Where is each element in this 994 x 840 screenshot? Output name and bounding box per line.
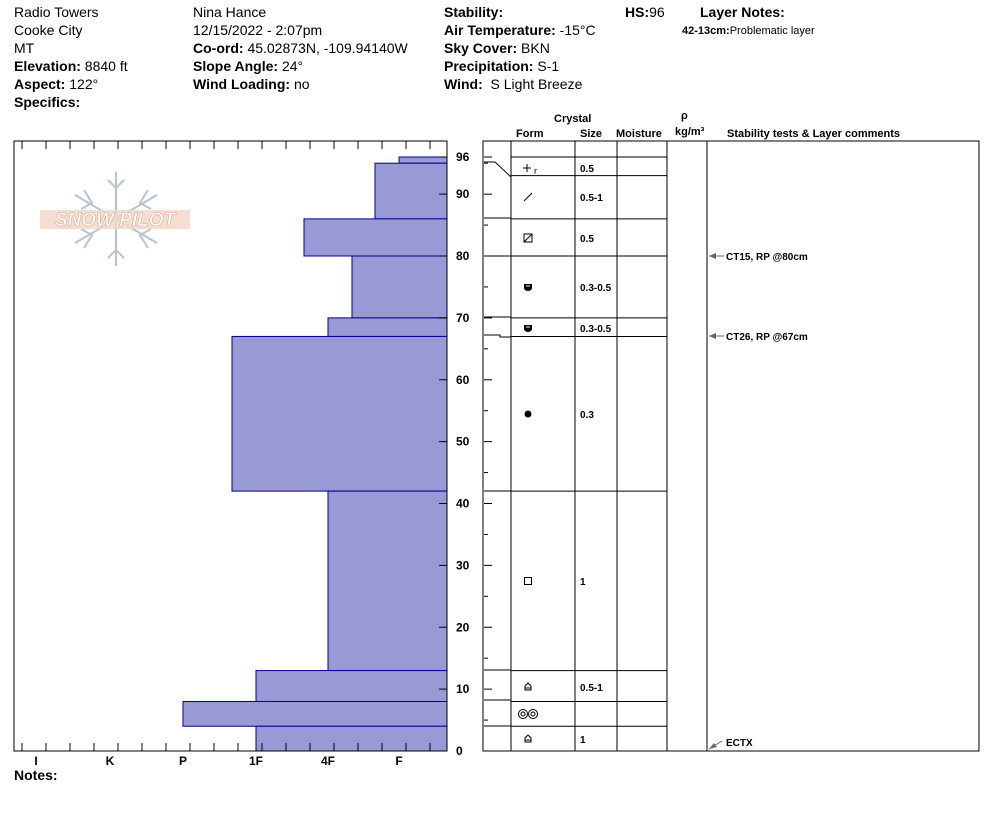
depth-tick-label: 96 (456, 150, 470, 164)
hardness-bar (327, 317, 448, 337)
hardness-tick-label: F (395, 754, 402, 768)
coordinates: Co-ord: 45.02873N, -109.94140W (193, 40, 408, 56)
crystal-form-icon (524, 577, 532, 585)
hardness-bar (255, 670, 448, 702)
stability-test-label: CT15, RP @80cm (726, 252, 808, 263)
specifics-label: Specifics: (14, 94, 81, 110)
density-unit-header: kg/m³ (675, 126, 705, 138)
crystal-form-icon: r (523, 164, 537, 176)
crystal-size-label: 0.3 (580, 410, 594, 421)
crystal-size-label: 0.5-1 (580, 683, 603, 694)
crystal-form-r: r (534, 166, 537, 176)
observer: Nina Hance (193, 4, 267, 20)
location-name: Radio Towers (14, 4, 99, 20)
hardness-plot-frame (13, 140, 448, 752)
notes-label: Notes: (14, 767, 58, 783)
hardness-bar (231, 335, 448, 492)
crystal-form-icon (524, 410, 532, 418)
sky-cover: Sky Cover: BKN (444, 40, 550, 56)
aspect: Aspect: 122° (14, 76, 99, 92)
depth-tick-label: 60 (456, 373, 470, 387)
stability-test-label: CT26, RP @67cm (726, 332, 808, 343)
stability-header: Stability tests & Layer comments (727, 128, 901, 140)
depth-tick-label: 30 (456, 558, 470, 572)
hardness-tick-label: K (106, 754, 115, 768)
crystal-form-icon (524, 325, 532, 332)
hardness-tick-label: 1F (249, 754, 263, 768)
hardness-tick-label: P (179, 754, 187, 768)
depth-tick-label: 80 (456, 249, 470, 263)
crystal-size-label: 0.5 (580, 164, 594, 175)
crystal-size-label: 0.3-0.5 (580, 283, 612, 294)
depth-tick-label: 20 (456, 620, 470, 634)
elevation: Elevation: 8840 ft (14, 58, 128, 74)
hardness-bar (255, 725, 448, 752)
crystal-header: Crystal (554, 113, 592, 125)
hardness-bar (398, 156, 448, 164)
arrow-icon (709, 253, 716, 259)
stability-test-marker: CT26, RP @67cm (709, 332, 808, 343)
hardness-tick-label: 4F (321, 754, 335, 768)
arrow-icon (709, 333, 716, 339)
crystal-form-icon (524, 682, 532, 691)
layer-notes-label: Layer Notes: (700, 4, 785, 20)
stability-test-marker: CT15, RP @80cm (709, 252, 808, 263)
hardness-bar (351, 255, 448, 319)
layer-table-frame (482, 140, 980, 752)
crystal-size-label: 0.3-0.5 (580, 324, 612, 335)
crystal-form-icon (524, 284, 532, 291)
stability-test-marker: ECTX (708, 738, 753, 750)
wind: Wind: S Light Breeze (444, 76, 583, 92)
depth-tick-label: 10 (456, 682, 470, 696)
hardness-tick-label: I (34, 754, 37, 768)
snowpilot-logo: SNOW PILOT (40, 172, 190, 266)
air-temperature: Air Temperature: -15°C (444, 22, 596, 38)
hardness-bar (182, 701, 448, 727)
crystal-size-label: 0.5 (580, 234, 594, 245)
rho-header: ρ (681, 110, 688, 122)
logo-text: SNOW PILOT (55, 210, 177, 231)
depth-tick-label: 70 (456, 311, 470, 325)
crystal-size-label: 1 (580, 577, 586, 588)
slope-angle: Slope Angle: 24° (193, 58, 304, 74)
form-header: Form (516, 128, 544, 140)
stability-test-label: ECTX (726, 738, 753, 749)
snow-height: HS:96 (625, 4, 665, 20)
arrow-icon (709, 743, 717, 749)
datetime: 12/15/2022 - 2:07pm (193, 22, 323, 38)
crystal-form-icon (523, 192, 533, 202)
hardness-bar (374, 162, 448, 220)
crystal-form-icon (523, 233, 533, 243)
hardness-bar (327, 490, 448, 672)
layer-note: 42-13cm:Problematic layer (682, 25, 815, 37)
depth-tick-label: 0 (456, 744, 463, 758)
layer-connector (484, 334, 511, 338)
depth-tick-label: 90 (456, 187, 470, 201)
depth-tick-label: 50 (456, 435, 470, 449)
stability-label: Stability: (444, 4, 504, 20)
crystal-form-icon (518, 709, 538, 719)
wind-loading: Wind Loading: no (193, 76, 310, 92)
crystal-size-label: 1 (580, 735, 586, 746)
depth-tick-label: 40 (456, 497, 470, 511)
state: MT (14, 40, 35, 56)
crystal-size-label: 0.5-1 (580, 193, 603, 204)
city: Cooke City (14, 22, 83, 38)
hardness-bar (303, 218, 448, 257)
moisture-header: Moisture (616, 128, 662, 140)
layer-connector (484, 161, 512, 178)
size-header: Size (580, 128, 603, 140)
precipitation: Precipitation: S-1 (444, 58, 560, 74)
crystal-form-icon (524, 734, 532, 743)
